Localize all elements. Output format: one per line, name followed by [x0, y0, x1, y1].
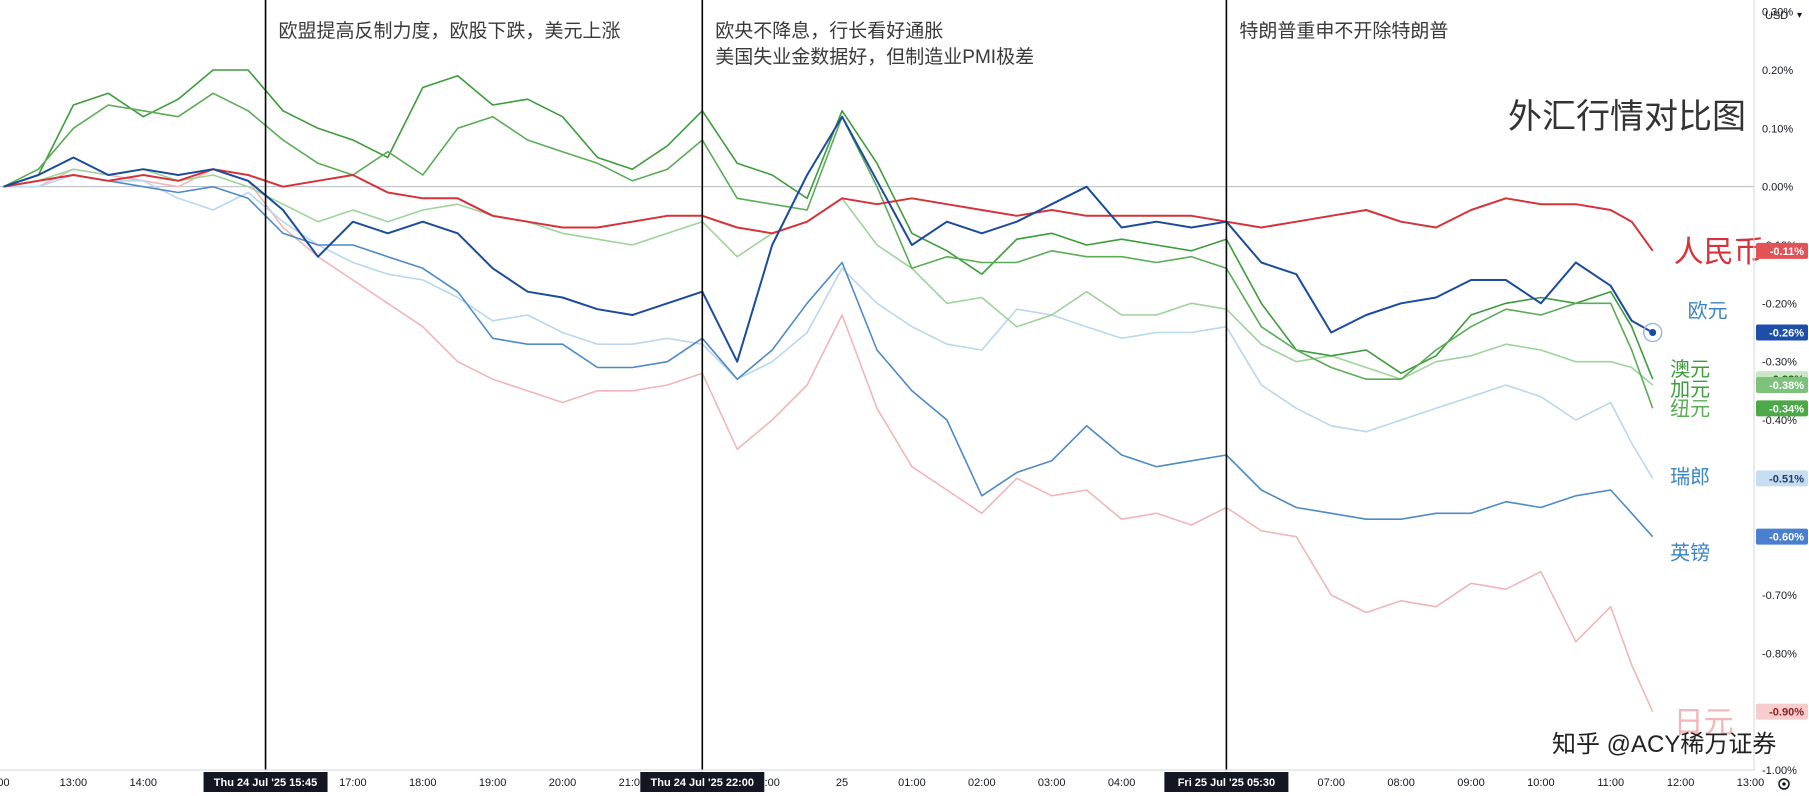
price-axis[interactable]: USD ▾ 0.30%0.20%0.10%0.00%-0.10%-0.20%-0…	[1753, 0, 1808, 777]
x-tick-label: 02:00	[968, 777, 996, 789]
x-tick-label: 12:00	[1667, 777, 1695, 789]
watermark-text: 知乎 @ACY稀万证券	[1552, 731, 1776, 758]
x-tick-label: 10:00	[1527, 777, 1555, 789]
x-tick-label: 07:00	[1317, 777, 1345, 789]
series-name-label: 英镑	[1670, 542, 1710, 565]
price-badge	[1756, 324, 1808, 341]
x-tick-label: 21:00	[619, 777, 647, 789]
y-tick-label: -0.40%	[1762, 415, 1797, 427]
y-tick-label: -0.30%	[1762, 357, 1797, 369]
y-tick-label: -0.80%	[1762, 648, 1797, 660]
event-annotation: 欧央不降息，行长看好通胀	[715, 20, 943, 42]
event-annotation: 特朗普重申不开除特朗普	[1239, 20, 1448, 42]
y-tick-label: 0.10%	[1762, 123, 1793, 135]
price-badge	[1756, 400, 1808, 417]
time-axis[interactable]: 00 13:00 14:00 17:00 18:00 19:00 20:00 21:00 :00…	[0, 769, 1764, 792]
series-name-label: 日元	[1674, 707, 1734, 740]
event-date-badge	[640, 772, 765, 792]
price-badge	[1756, 703, 1808, 720]
x-tick-label: 09:00	[1457, 777, 1485, 789]
x-tick-label: 01:00	[898, 777, 926, 789]
price-badge	[1756, 242, 1808, 259]
series-name-label: 欧元	[1688, 300, 1728, 323]
event-annotation: 欧盟提高反制力度，欧股下跌，美元上涨	[279, 20, 621, 42]
y-tick-label: 0.20%	[1762, 65, 1793, 77]
series-line	[3, 115, 1654, 363]
x-tick-label: 08:00	[1387, 777, 1415, 789]
event-date-badge	[203, 772, 328, 792]
price-badge-label: -0.34%	[1769, 403, 1804, 415]
x-tick-label: 00	[0, 777, 10, 789]
event-date-badge	[1164, 772, 1289, 792]
price-badge-label: -0.60%	[1769, 532, 1804, 544]
series-line	[3, 174, 1654, 479]
x-tick-label: 20:00	[549, 777, 577, 789]
event-date-label: Fri 25 Jul '25 05:30	[1178, 777, 1275, 789]
price-badges: -0.11%-0.26%-0.33%-0.34%-0.38%-0.51%-0.6…	[1756, 242, 1808, 720]
y-tick-label: -1.00%	[1762, 765, 1797, 777]
series-name-label: 人民币	[1674, 236, 1764, 269]
price-badge	[1756, 528, 1808, 545]
price-badge-label: -0.51%	[1769, 473, 1804, 485]
event-layer: 欧盟提高反制力度，欧股下跌，美元上涨 欧央不降息，行长看好通胀美国失业金数据好，但…	[264, 0, 1448, 770]
x-tick-label: 25	[836, 777, 848, 789]
price-badge	[1756, 377, 1808, 393]
price-badge-label: -0.90%	[1769, 707, 1804, 719]
watermark: 知乎 @ACY稀万证券	[1552, 731, 1776, 758]
event-annotation: 美国失业金数据好，但制造业PMI极差	[715, 46, 1034, 68]
x-tick-label: 13:00	[1737, 777, 1765, 789]
chart-title: 外汇行情对比图	[1508, 98, 1746, 136]
x-tick-labels: 00 13:00 14:00 17:00 18:00 19:00 20:00 21:00 :00…	[0, 777, 1764, 789]
y-tick-label: -0.70%	[1762, 590, 1797, 602]
y-tick-label: 0.00%	[1762, 182, 1793, 194]
x-tick-label: 11:00	[1597, 777, 1624, 789]
series-name-label: 纽元	[1670, 397, 1710, 420]
event-date-badges: Thu 24 Jul '25 15:45 Thu 24 Jul '25 22:00…	[203, 772, 1289, 792]
chevron-down-icon[interactable]: ▾	[1797, 10, 1802, 21]
series-layer	[3, 69, 1663, 713]
gear-icon[interactable]	[1778, 778, 1790, 790]
series-line	[3, 174, 1654, 538]
series-name-label: 瑞郎	[1670, 465, 1710, 488]
series-line	[3, 168, 1654, 252]
price-badge-label: -0.11%	[1770, 246, 1804, 258]
x-tick-label: :00	[765, 777, 780, 789]
series-line	[3, 69, 1654, 380]
x-tick-label: 03:00	[1038, 777, 1066, 789]
x-tick-label: 13:00	[60, 777, 88, 789]
event-date-label: Thu 24 Jul '25 22:00	[651, 777, 755, 789]
currency-label: USD	[1765, 10, 1788, 22]
price-badge	[1756, 470, 1808, 487]
x-tick-label: 04:00	[1108, 777, 1136, 789]
series-end-marker	[1649, 329, 1657, 336]
x-tick-label: 18:00	[409, 777, 437, 789]
y-tick-label: -0.20%	[1762, 298, 1797, 310]
series-name-label: 澳元	[1670, 358, 1710, 381]
series-end-marker-ring	[1642, 322, 1663, 343]
event-date-label: Thu 24 Jul '25 15:45	[214, 777, 318, 789]
price-badge-label: -0.38%	[1769, 380, 1804, 392]
x-tick-label: 14:00	[129, 777, 157, 789]
x-tick-label: 17:00	[339, 777, 367, 789]
price-badge-label: -0.26%	[1769, 328, 1804, 340]
series-line	[3, 168, 1654, 713]
series-name-label: 加元	[1670, 378, 1710, 401]
x-tick-label: 19:00	[479, 777, 507, 789]
y-tick-label: 0.30%	[1762, 7, 1793, 19]
